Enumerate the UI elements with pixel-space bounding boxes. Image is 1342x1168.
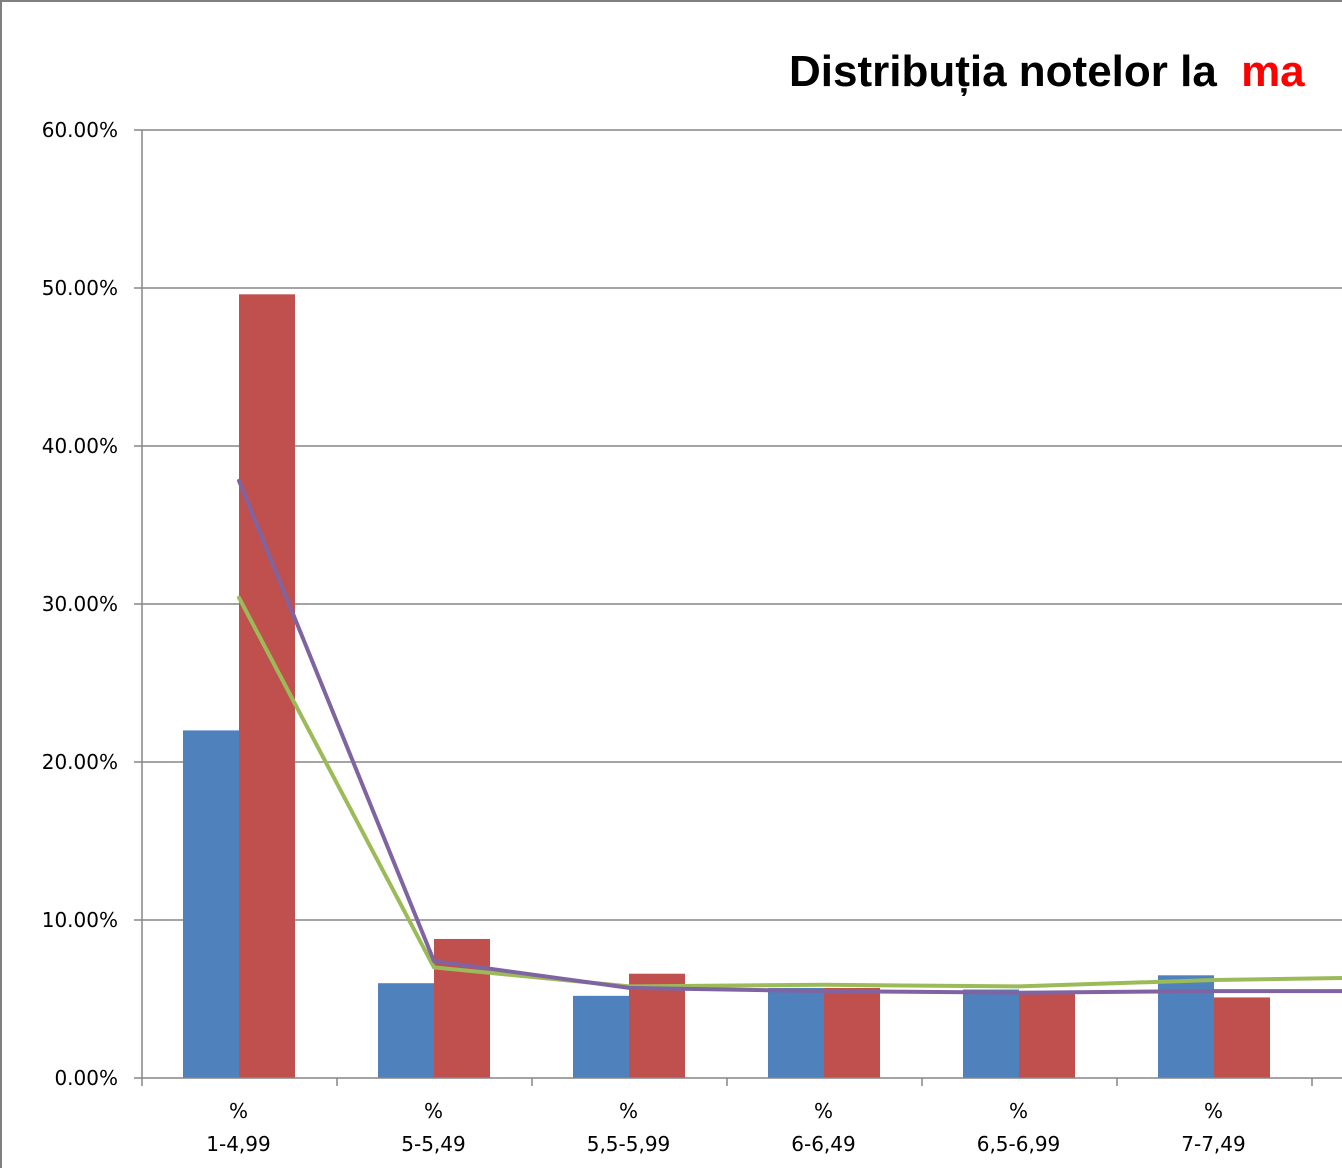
x-category-label-line2: 7-7,49: [1181, 1132, 1245, 1156]
bar-series-2-cat-2: [434, 938, 490, 1078]
bar-series-1-cat-2: [378, 983, 434, 1078]
y-tick-label: 50.00%: [42, 276, 118, 300]
chart-title-prefix: Distribuția notelor la: [789, 47, 1217, 96]
y-tick-label: 30.00%: [42, 592, 118, 616]
chart-title: Distribuția notelor la ma: [789, 47, 1305, 96]
x-category-label-line1: %: [424, 1099, 443, 1123]
x-category-label-line2: 1-4,99: [206, 1132, 270, 1156]
bars: [183, 294, 1270, 1078]
y-axis-tick-labels: 0.00% 10.00% 20.00% 30.00% 40.00% 50.00% 60.00…: [42, 118, 142, 1090]
x-category-label-line1: %: [814, 1099, 833, 1123]
bar-series-1-cat-3: [573, 995, 629, 1078]
line-series-2: [237, 478, 1342, 995]
bar-series-2-cat-3: [629, 973, 685, 1078]
chart-title-highlight: ma: [1241, 47, 1305, 96]
x-category-label-line2: 6-6,49: [791, 1132, 855, 1156]
x-category-label-line1: %: [229, 1099, 248, 1123]
bar-series-1-cat-1: [183, 730, 239, 1078]
x-category-label-line2: 5-5,49: [401, 1132, 465, 1156]
bar-series-2-cat-6: [1214, 997, 1270, 1078]
axes: [141, 130, 1342, 1086]
x-category-label-line2: 6,5-6,99: [977, 1132, 1061, 1156]
x-axis-category-labels: % 1-4,99% 5-5,49% 5,5-5,99% 6-6,49% 6,5-6,99%…: [206, 1099, 1245, 1156]
bar-series-1-cat-5: [963, 989, 1019, 1078]
series-lines: [237, 478, 1342, 995]
line-series-1: [237, 595, 1342, 989]
x-category-label-line1: %: [619, 1099, 638, 1123]
y-tick-label: 60.00%: [42, 118, 118, 142]
bar-series-1-cat-4: [768, 987, 824, 1078]
x-category-label-line1: %: [1009, 1099, 1028, 1123]
y-tick-label: 20.00%: [42, 750, 118, 774]
x-category-label-line1: %: [1204, 1099, 1223, 1123]
bar-series-2-cat-4: [824, 987, 880, 1078]
bar-series-2-cat-5: [1019, 991, 1075, 1078]
y-tick-label: 0.00%: [54, 1066, 118, 1090]
x-category-label-line2: 5,5-5,99: [587, 1132, 671, 1156]
gridlines: [142, 129, 1342, 921]
y-tick-label: 10.00%: [42, 908, 118, 932]
y-tick-label: 40.00%: [42, 434, 118, 458]
